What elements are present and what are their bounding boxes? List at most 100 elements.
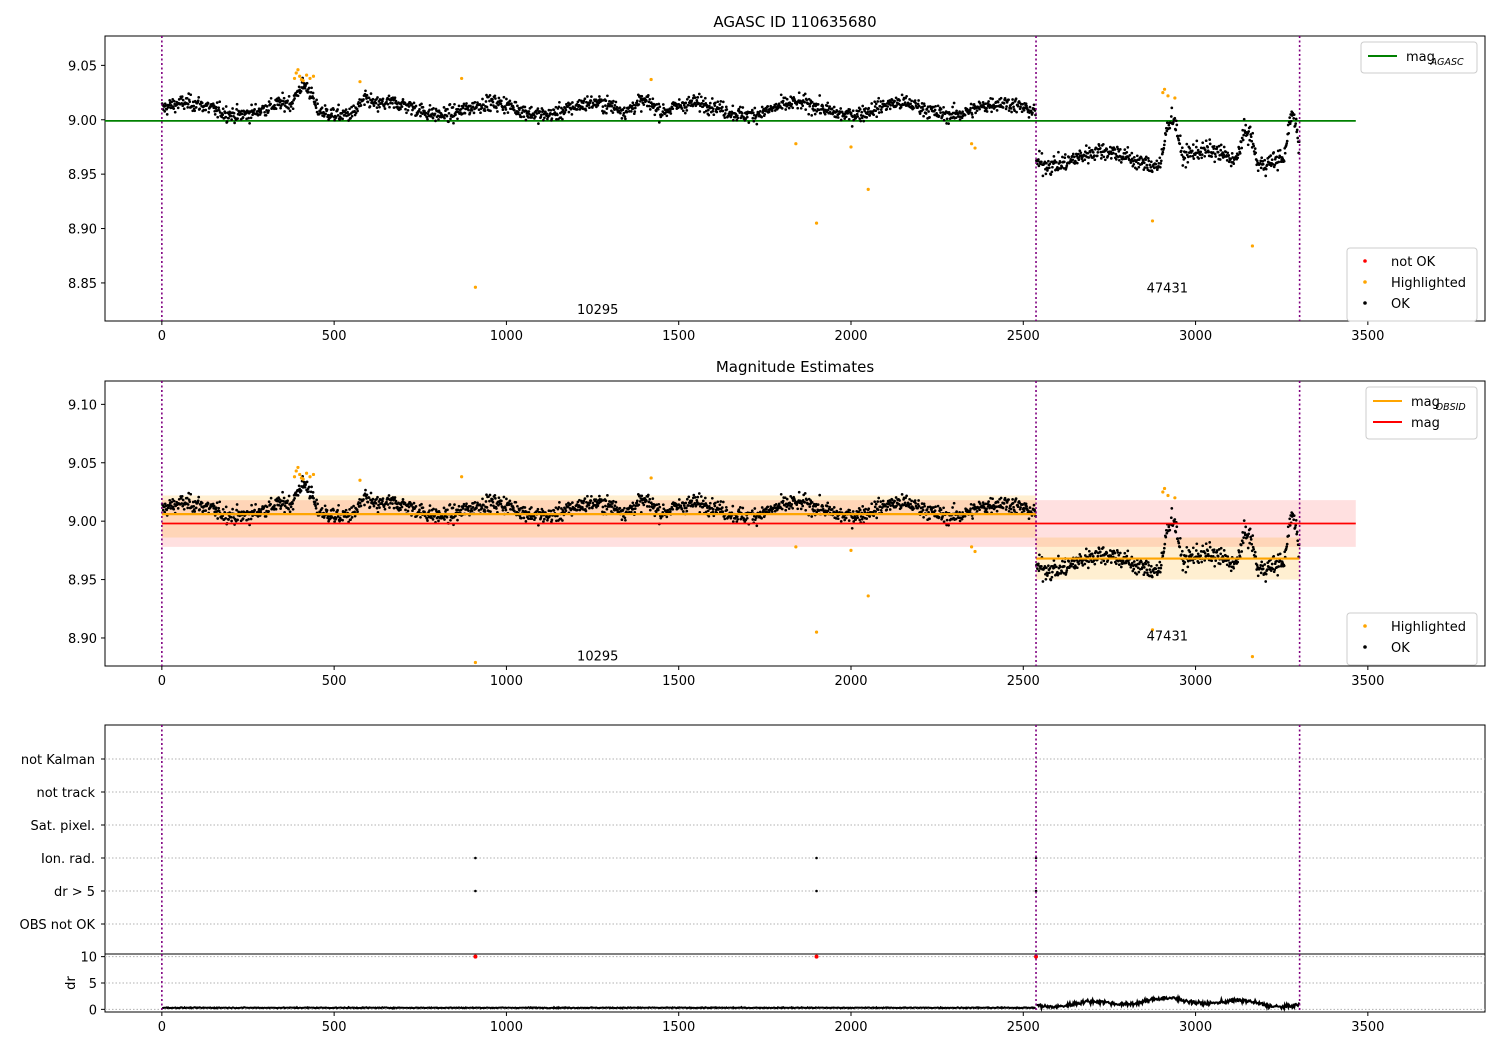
magnitude-ok-point: [1129, 565, 1133, 569]
agasc-ok-point: [1049, 173, 1053, 176]
magnitude-ok-point: [711, 508, 715, 511]
agasc-ok-point: [763, 112, 767, 116]
dr-y-tick-label: 10: [80, 951, 97, 966]
agasc-ok-point: [1177, 138, 1181, 142]
magnitude-ok-point: [322, 516, 326, 519]
magnitude-ok-point: [1022, 509, 1026, 513]
magnitude-ok-point: [267, 510, 270, 513]
agasc-ok-point: [685, 109, 689, 112]
agasc-ok-point: [167, 103, 171, 107]
magnitude-ok-point: [806, 502, 810, 506]
agasc-ok-point: [322, 115, 326, 118]
agasc-ok-point: [530, 105, 533, 109]
agasc-ok-point: [291, 101, 294, 105]
agasc-ok-point: [588, 106, 591, 110]
magnitude-ok-point: [1255, 568, 1259, 571]
magnitude-ok-point: [518, 509, 521, 512]
agasc-ok-point: [933, 108, 937, 112]
agasc-ok-point: [1211, 151, 1215, 154]
agasc-ok-point: [669, 112, 673, 115]
agasc-ok-point: [648, 97, 652, 101]
magnitude-ok-point: [582, 501, 585, 505]
magnitude-ok-point: [552, 509, 556, 512]
agasc-ok-point: [1176, 134, 1180, 138]
agasc-ok-point: [784, 108, 788, 111]
agasc-ok-point: [350, 114, 354, 118]
magnitude-ok-point: [588, 501, 592, 505]
magnitude-ok-point: [677, 498, 681, 501]
agasc-ok-point: [485, 93, 488, 97]
agasc-ok-point: [423, 109, 426, 113]
agasc-ok-point: [1295, 128, 1299, 132]
agasc-ok-point: [358, 101, 362, 105]
agasc-ok-point: [1210, 155, 1214, 158]
magnitude-ok-point: [1159, 566, 1163, 570]
magnitude-ok-point: [874, 502, 878, 506]
magnitude-ok-point: [582, 499, 586, 503]
magnitude-ok-point: [720, 506, 724, 509]
agasc-ok-point: [601, 105, 605, 108]
magnitude-ok-point: [171, 497, 175, 501]
agasc-ok-point: [543, 116, 546, 120]
agasc-ok-point: [1098, 146, 1102, 150]
agasc-legend-marker: [1363, 259, 1367, 263]
agasc-ok-point: [783, 96, 787, 100]
magnitude-ok-point: [523, 506, 527, 509]
agasc-obsid-label: 47431: [1147, 281, 1188, 296]
agasc-ok-point: [1147, 159, 1151, 163]
magnitude-ok-point: [858, 508, 862, 512]
agasc-ok-point: [724, 105, 728, 109]
magnitude-ok-point: [542, 520, 545, 523]
agasc-ok-point: [1087, 146, 1091, 150]
agasc-ok-point: [1249, 135, 1253, 139]
agasc-ok-point: [865, 116, 869, 119]
agasc-ok-point: [850, 125, 854, 128]
magnitude-ok-point: [221, 507, 225, 511]
agasc-ok-point: [1005, 105, 1008, 108]
agasc-ok-point: [278, 98, 281, 101]
magnitude-y-tick-label: 8.95: [68, 574, 97, 589]
magnitude-ok-point: [648, 508, 652, 512]
agasc-ok-point: [1229, 157, 1233, 161]
magnitude-ok-point: [996, 500, 1000, 504]
agasc-ok-point: [717, 107, 721, 110]
magnitude-ok-point: [926, 505, 930, 509]
agasc-ok-point: [870, 102, 874, 105]
magnitude-ok-point: [389, 501, 392, 505]
magnitude-ok-point: [188, 500, 192, 504]
magnitude-ok-point: [569, 502, 572, 506]
magnitude-ok-point: [638, 500, 642, 503]
agasc-ok-point: [405, 111, 408, 115]
magnitude-ok-point: [267, 500, 271, 504]
agasc-ok-point: [224, 105, 228, 108]
agasc-ok-point: [484, 100, 488, 103]
magnitude-ok-point: [1276, 573, 1280, 577]
agasc-ok-point: [664, 110, 668, 114]
magnitude-ok-point: [1180, 549, 1184, 553]
agasc-ok-point: [467, 108, 470, 112]
magnitude-ok-point: [495, 507, 498, 510]
agasc-ok-point: [721, 109, 725, 113]
magnitude-ok-point: [1045, 566, 1048, 570]
magnitude-ok-point: [1216, 554, 1220, 558]
magnitude-ok-point: [469, 504, 472, 508]
magnitude-ok-point: [1067, 560, 1071, 563]
magnitude-ok-point: [1052, 559, 1056, 562]
agasc-ok-point: [400, 105, 404, 108]
agasc-ok-point: [536, 107, 540, 110]
magnitude-ok-point: [590, 494, 593, 498]
agasc-ok-point: [893, 99, 896, 103]
agasc-ok-point: [330, 112, 333, 116]
agasc-ok-point: [483, 109, 487, 113]
agasc-ok-point: [921, 108, 925, 111]
magnitude-ok-point: [1191, 546, 1195, 550]
magnitude-mag-legend-sub: OBSID: [1436, 402, 1466, 413]
agasc-ok-point: [1031, 111, 1034, 115]
magnitude-ok-point: [681, 510, 685, 513]
magnitude-ok-point: [861, 515, 865, 519]
magnitude-ok-point: [288, 510, 292, 514]
magnitude-ok-point: [610, 505, 614, 508]
agasc-ok-point: [1051, 165, 1054, 169]
magnitude-ok-point: [235, 503, 239, 506]
magnitude-ok-point: [1114, 562, 1118, 566]
